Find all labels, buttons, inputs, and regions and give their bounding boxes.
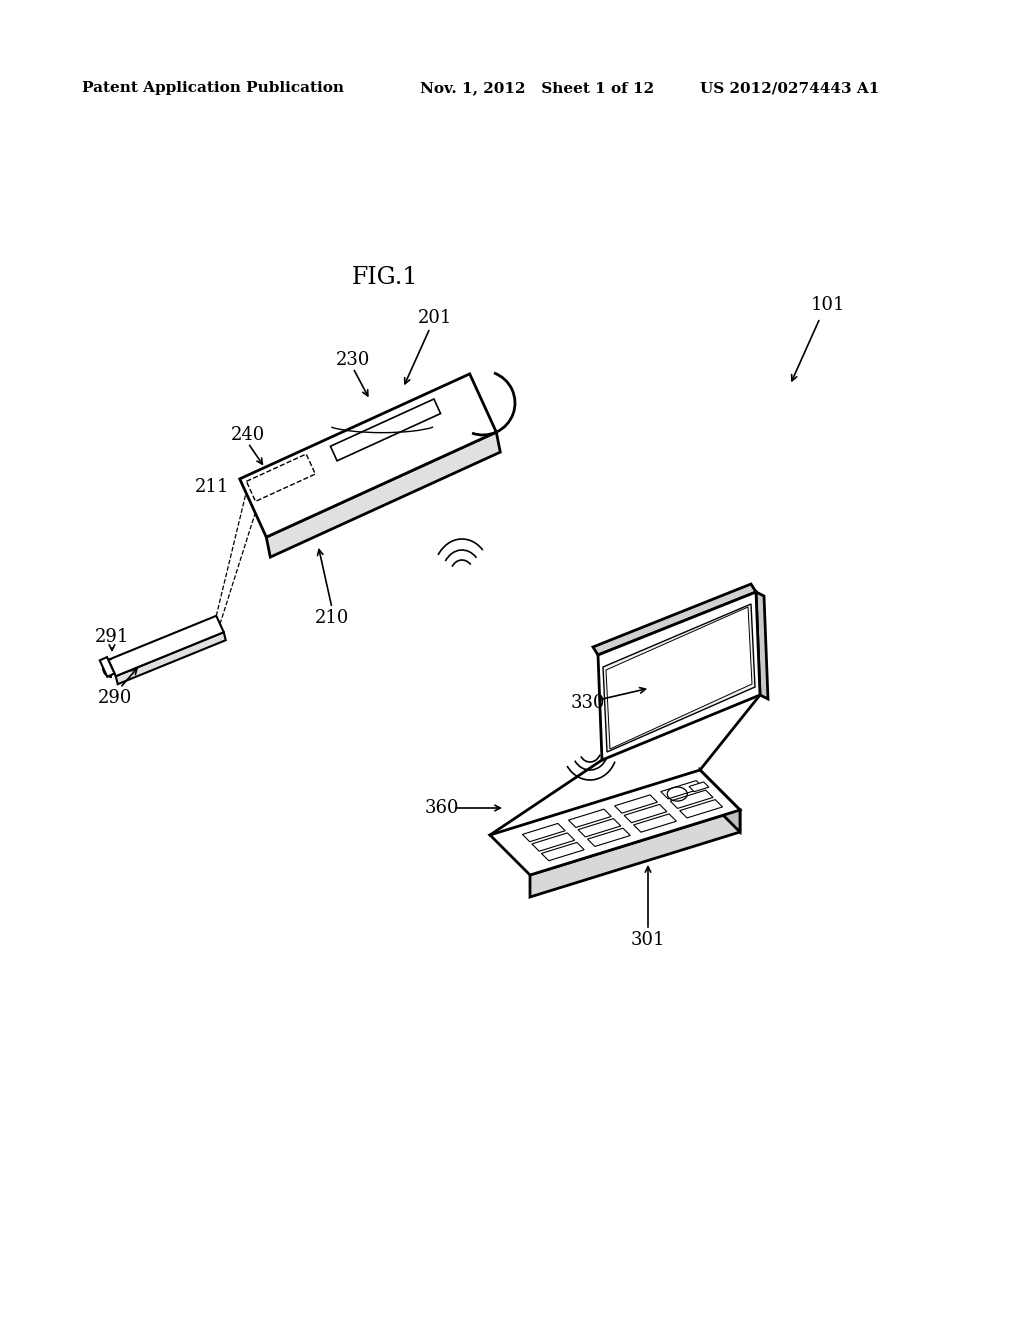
Polygon shape xyxy=(99,657,115,677)
Text: 210: 210 xyxy=(314,609,349,627)
Polygon shape xyxy=(624,804,667,822)
Text: 360: 360 xyxy=(425,799,459,817)
Polygon shape xyxy=(603,605,755,752)
Polygon shape xyxy=(588,828,631,846)
Text: FIG.1: FIG.1 xyxy=(352,267,418,289)
Polygon shape xyxy=(614,795,657,813)
Text: Patent Application Publication: Patent Application Publication xyxy=(82,81,344,95)
Polygon shape xyxy=(109,616,223,676)
Text: 290: 290 xyxy=(98,689,132,708)
Polygon shape xyxy=(116,632,225,684)
Polygon shape xyxy=(756,591,768,700)
Polygon shape xyxy=(660,780,703,799)
Text: 291: 291 xyxy=(95,628,129,645)
Polygon shape xyxy=(598,591,760,760)
Polygon shape xyxy=(689,781,709,792)
Polygon shape xyxy=(266,432,501,557)
Text: US 2012/0274443 A1: US 2012/0274443 A1 xyxy=(700,81,880,95)
Text: 240: 240 xyxy=(230,426,265,444)
Polygon shape xyxy=(490,770,740,875)
Polygon shape xyxy=(240,374,497,537)
Text: 211: 211 xyxy=(195,478,229,496)
Polygon shape xyxy=(700,770,740,832)
Polygon shape xyxy=(542,842,585,861)
Polygon shape xyxy=(331,399,440,461)
Polygon shape xyxy=(578,818,621,837)
Polygon shape xyxy=(593,583,756,655)
Polygon shape xyxy=(247,454,315,502)
Polygon shape xyxy=(606,607,752,748)
Text: 330: 330 xyxy=(570,694,605,711)
Polygon shape xyxy=(671,791,713,808)
Text: Nov. 1, 2012   Sheet 1 of 12: Nov. 1, 2012 Sheet 1 of 12 xyxy=(420,81,654,95)
Text: 201: 201 xyxy=(418,309,453,327)
Polygon shape xyxy=(568,809,611,828)
Polygon shape xyxy=(530,810,740,898)
Polygon shape xyxy=(680,800,723,818)
Polygon shape xyxy=(531,833,574,851)
Polygon shape xyxy=(634,814,677,832)
Text: 101: 101 xyxy=(811,296,845,314)
Text: 230: 230 xyxy=(336,351,371,370)
Polygon shape xyxy=(522,824,565,842)
Text: 301: 301 xyxy=(631,931,666,949)
